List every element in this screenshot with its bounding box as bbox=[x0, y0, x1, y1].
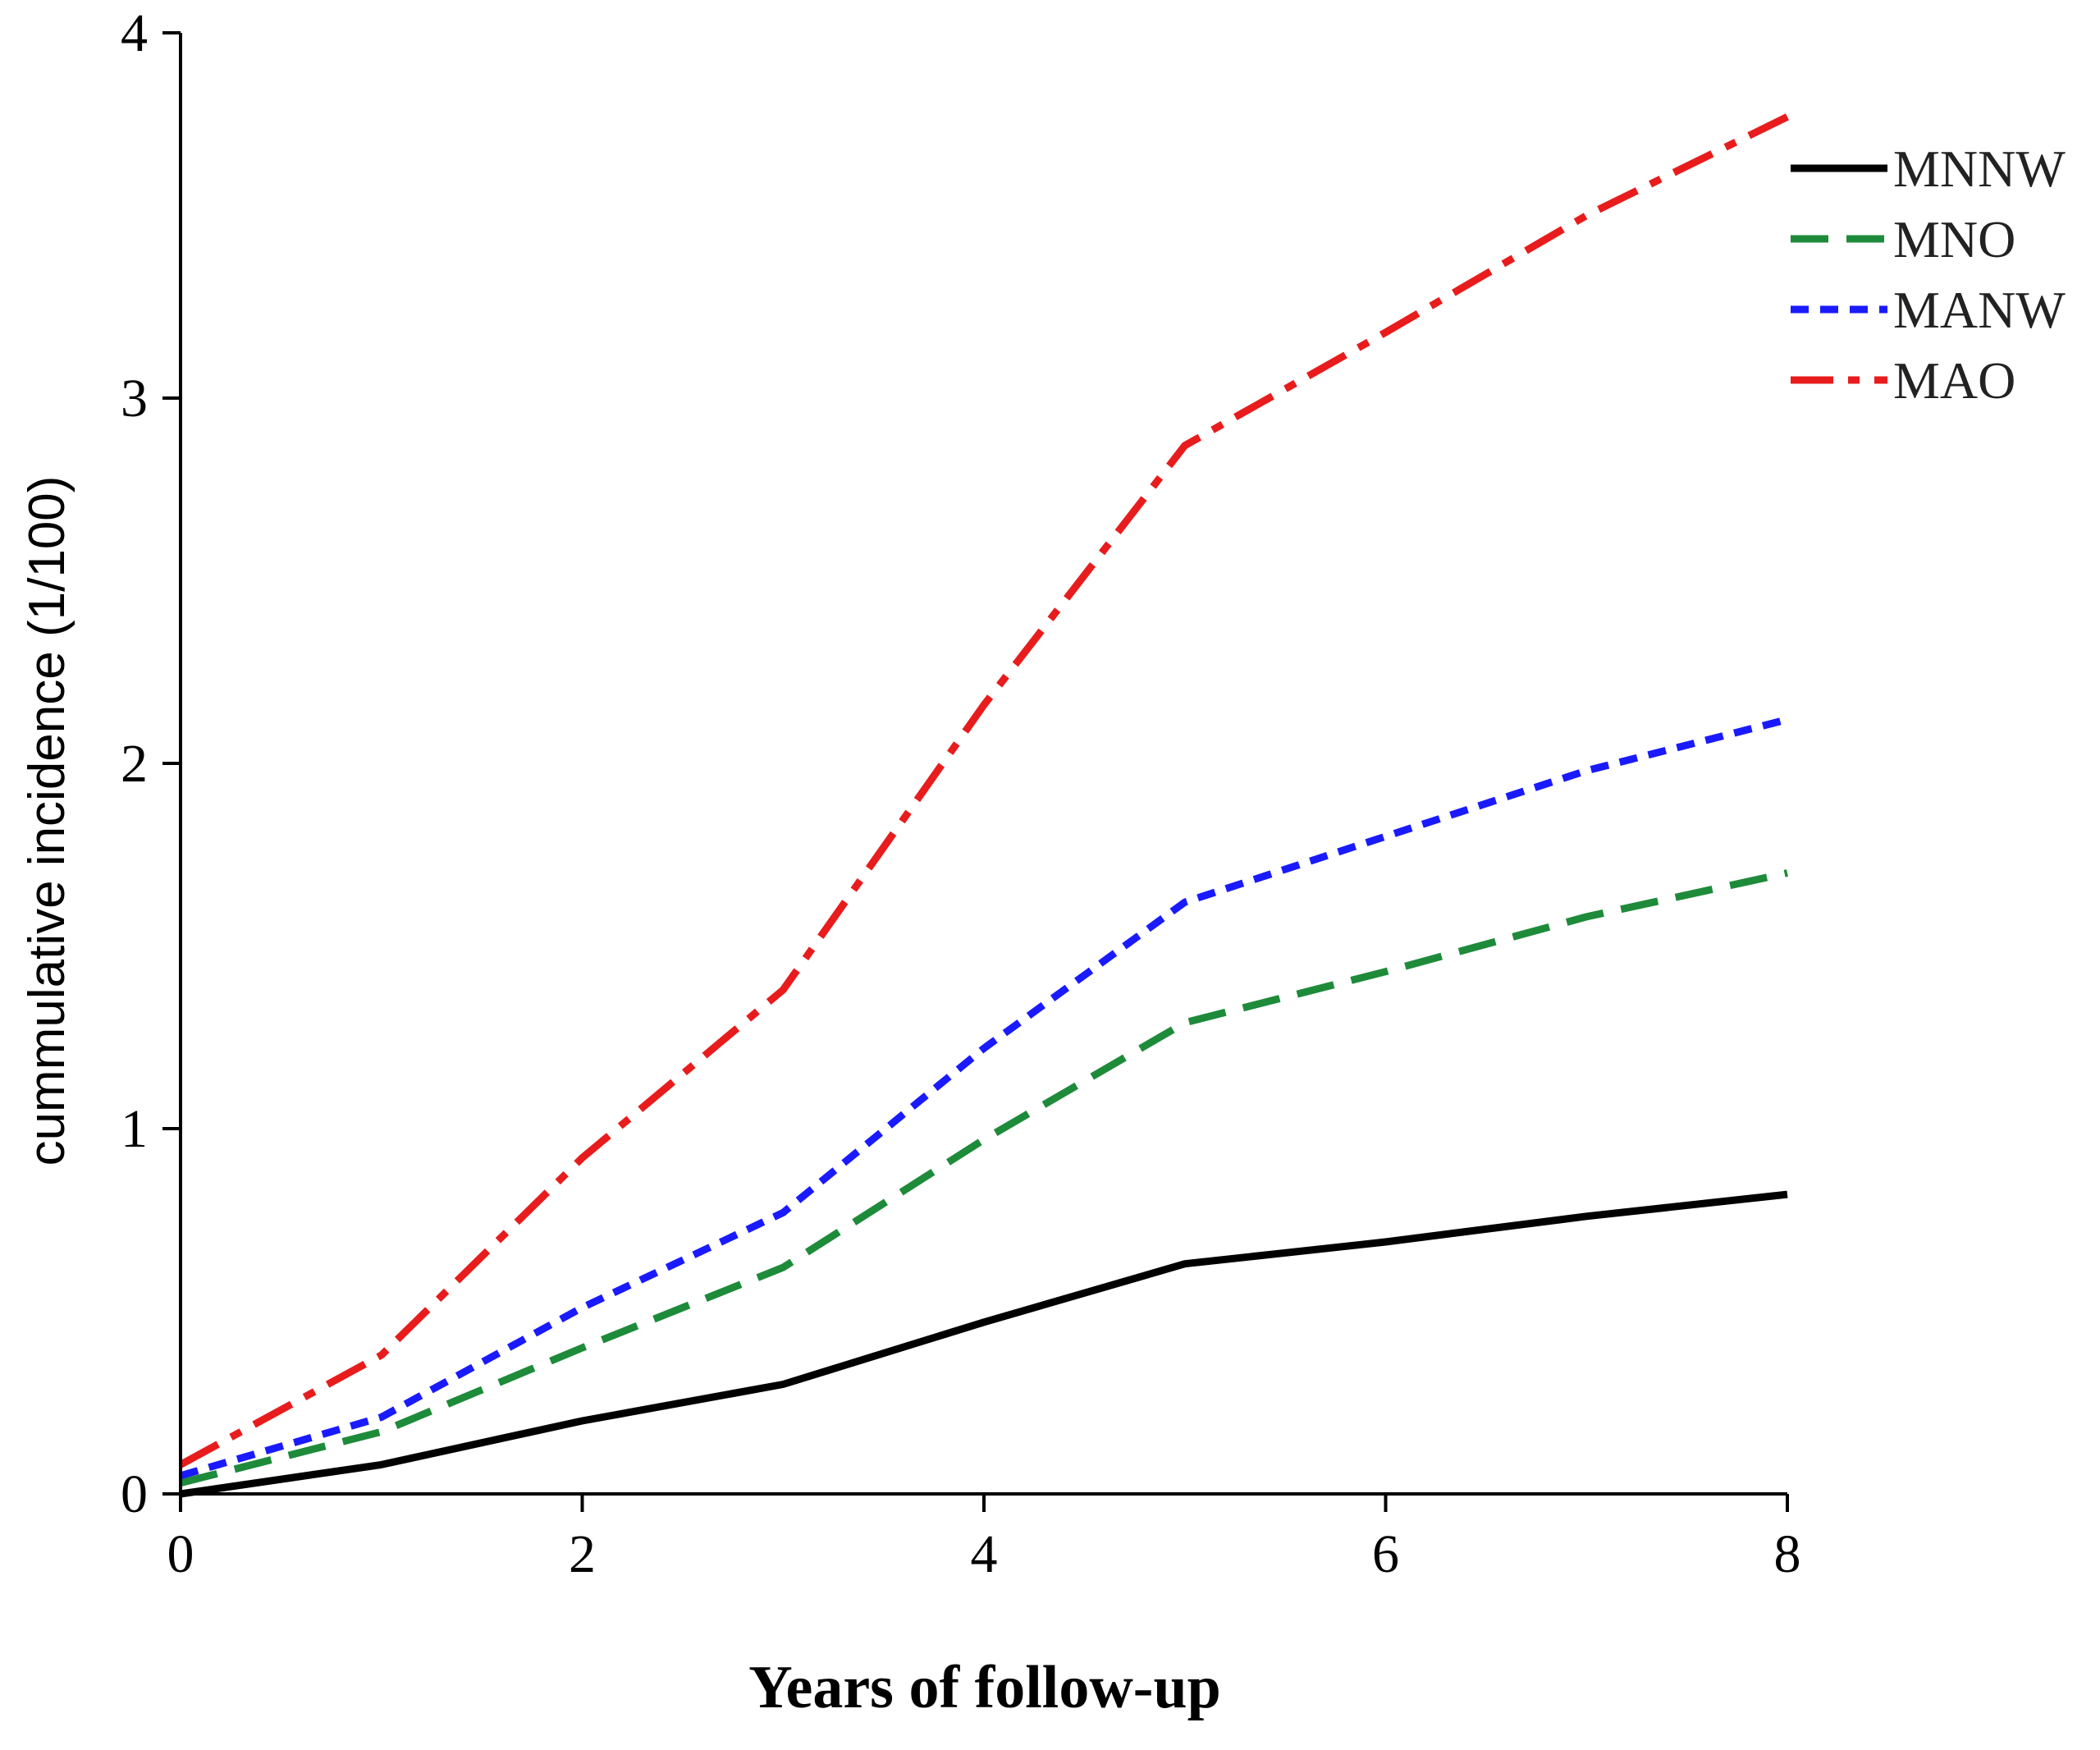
y-tick-label: 2 bbox=[121, 734, 148, 794]
legend-label-mnnw: MNNW bbox=[1893, 140, 2066, 198]
x-tick-label: 8 bbox=[1774, 1524, 1801, 1584]
axes: 0 2 4 6 8 0 1 2 3 4 bbox=[121, 3, 1801, 1584]
x-tick-label: 2 bbox=[569, 1524, 596, 1584]
legend-label-mno: MNO bbox=[1893, 210, 2015, 268]
y-tick-label: 3 bbox=[121, 369, 148, 428]
series-layer bbox=[178, 113, 1789, 1498]
legend: MNNW MNO MANW MAO bbox=[1791, 140, 2066, 410]
y-tick-label: 0 bbox=[121, 1464, 148, 1524]
x-tick-label: 0 bbox=[167, 1524, 194, 1584]
x-tick-label: 6 bbox=[1372, 1524, 1399, 1584]
series-line-mao bbox=[178, 113, 1789, 1468]
x-tick-label: 4 bbox=[971, 1524, 998, 1584]
series-line-manw bbox=[179, 716, 1789, 1480]
legend-label-mao: MAO bbox=[1893, 351, 2015, 410]
legend-label-manw: MANW bbox=[1893, 281, 2066, 339]
series-line-mno bbox=[179, 869, 1788, 1487]
y-axis-label: cummulative incidence (1/100) bbox=[19, 476, 75, 1166]
x-axis-label: Years of follow-up bbox=[748, 1654, 1221, 1721]
y-tick-label: 4 bbox=[121, 3, 148, 63]
y-tick-label: 1 bbox=[121, 1099, 148, 1159]
series-line-mnnw bbox=[180, 1190, 1788, 1498]
